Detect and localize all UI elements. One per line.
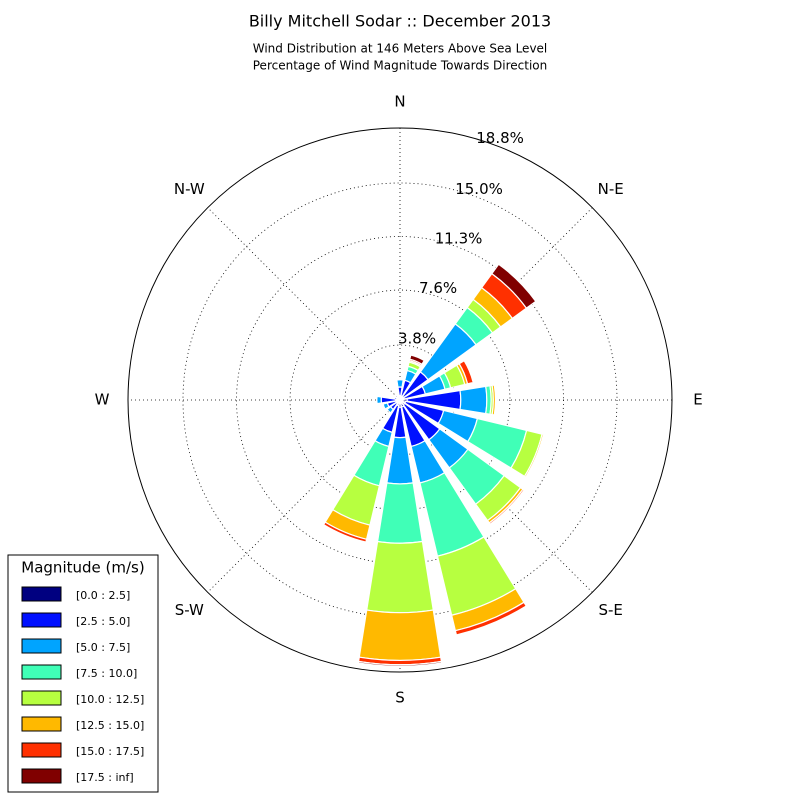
wind-bar — [523, 433, 545, 478]
wind-bar — [358, 609, 442, 661]
wind-bar — [396, 379, 404, 388]
r-tick-label: 18.8% — [476, 129, 524, 147]
direction-label: W — [95, 391, 110, 409]
wind-bar — [322, 521, 368, 543]
wind-bar — [459, 385, 488, 415]
legend-label: [2.5 : 5.0] — [76, 615, 130, 628]
wind-bar — [491, 263, 537, 309]
legend-swatch — [21, 612, 62, 628]
wind-bar — [396, 395, 401, 399]
wind-bar — [376, 395, 383, 405]
legend-swatch — [21, 690, 62, 706]
legend-label: [15.0 : 17.5] — [76, 745, 144, 758]
legend-swatch — [21, 716, 62, 732]
wind-bar — [458, 359, 474, 385]
wind-bar — [357, 660, 443, 667]
direction-label: S-W — [175, 601, 204, 619]
r-tick-label: 7.6% — [419, 279, 457, 297]
wind-bar — [488, 488, 525, 525]
wind-bar — [386, 436, 414, 485]
legend-swatch — [21, 664, 62, 680]
wind-bar — [491, 384, 497, 416]
legend-label: [5.0 : 7.5] — [76, 641, 130, 654]
direction-label: S — [395, 689, 405, 707]
r-tick-label: 15.0% — [455, 180, 503, 198]
legend-label: [12.5 : 15.0] — [76, 719, 144, 732]
legend-swatch — [21, 768, 62, 784]
legend-label: [7.5 : 10.0] — [76, 667, 137, 680]
wind-bar — [454, 601, 528, 636]
legend-swatch — [21, 586, 62, 602]
wind-bar — [393, 396, 399, 401]
legend-label: [10.0 : 12.5] — [76, 693, 144, 706]
chart-subtitle: Wind Distribution at 146 Meters Above Se… — [253, 42, 548, 56]
wind-bar — [386, 405, 395, 414]
direction-label: N-E — [598, 180, 624, 198]
legend-label: [0.0 : 2.5] — [76, 589, 130, 602]
legend-swatch — [21, 638, 62, 654]
chart-subtitle: Percentage of Wind Magnitude Towards Dir… — [253, 59, 547, 73]
chart-title: Billy Mitchell Sodar :: December 2013 — [249, 12, 551, 31]
legend-swatch — [21, 742, 62, 758]
direction-label: N — [394, 93, 405, 111]
legend-label: [17.5 : inf] — [76, 771, 134, 784]
r-tick-label: 3.8% — [398, 330, 436, 348]
direction-label: S-E — [599, 601, 623, 619]
r-tick-label: 11.3% — [435, 229, 483, 247]
wind-bar — [376, 482, 424, 544]
wind-bar — [409, 354, 426, 366]
direction-label: E — [693, 391, 702, 409]
legend-title: Magnitude (m/s) — [21, 559, 144, 577]
outer-circle — [127, 127, 673, 673]
wind-bar — [366, 540, 434, 614]
direction-label: N-W — [174, 180, 205, 198]
